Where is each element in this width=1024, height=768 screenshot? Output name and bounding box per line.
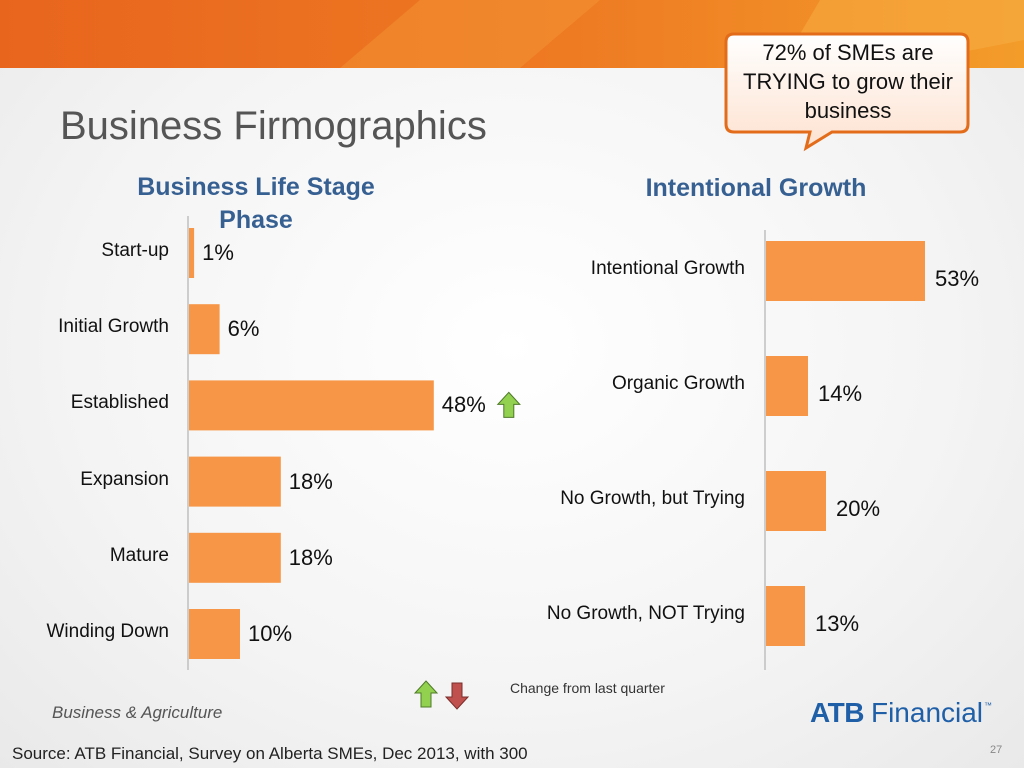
growth-bar	[766, 471, 826, 531]
growth-category-label: No Growth, but Trying	[560, 488, 745, 509]
logo-bold: ATB	[810, 697, 864, 728]
life-stage-category-label: Winding Down	[46, 621, 170, 642]
life-stage-bar	[189, 456, 281, 507]
legend-label: Change from last quarter	[510, 680, 665, 696]
life-stage-value-label: 1%	[202, 240, 234, 265]
source-note: Source: ATB Financial, Survey on Alberta…	[12, 744, 528, 763]
callout-bubble	[724, 32, 970, 152]
life-stage-category-label: Expansion	[80, 468, 169, 490]
life-stage-value-label: 18%	[288, 544, 333, 570]
growth-value-label: 13%	[815, 611, 860, 636]
up-arrow-icon	[496, 391, 521, 418]
growth-bar	[766, 241, 925, 301]
chart-title-intentional-growth: Intentional Growth	[645, 174, 867, 202]
growth-value-label: 53%	[935, 266, 980, 291]
logo-text: Financial	[870, 697, 984, 728]
life-stage-category-label: Established	[70, 392, 169, 414]
life-stage-bar	[189, 228, 195, 278]
life-stage-value-label: 10%	[248, 621, 293, 646]
atb-financial-logo: ATB Financial ™	[810, 697, 992, 729]
up-arrow-icon	[414, 680, 439, 708]
footer-note: Business & Agriculture	[52, 703, 223, 722]
logo-tm: ™	[984, 701, 993, 710]
life-stage-category-label: Start-up	[101, 240, 169, 261]
life-stage-bar	[189, 304, 220, 355]
growth-category-label: Organic Growth	[611, 373, 745, 394]
growth-bar	[766, 586, 805, 646]
page-title: Business Firmographics	[60, 104, 487, 148]
life-stage-value-label: 48%	[441, 392, 486, 418]
life-stage-value-label: 6%	[227, 316, 260, 342]
growth-value-label: 20%	[836, 496, 881, 521]
growth-bar	[766, 356, 808, 416]
life-stage-bar	[189, 532, 281, 583]
life-stage-category-label: Initial Growth	[58, 316, 169, 338]
page-number: 27	[990, 744, 1003, 756]
life-stage-category-label: Mature	[109, 544, 169, 566]
callout-text: 72% of SMEs are TRYING to grow their bus…	[743, 40, 953, 123]
growth-category-label: No Growth, NOT Trying	[546, 603, 745, 624]
growth-category-label: Intentional Growth	[590, 258, 745, 279]
legend-arrows-icon	[414, 680, 470, 710]
down-arrow-icon	[444, 682, 470, 710]
life-stage-bar	[189, 380, 434, 431]
growth-value-label: 14%	[818, 381, 863, 406]
chart-title-life-stage: Business Life Stage Phase	[137, 173, 375, 234]
legend: Change from last quarter	[414, 680, 665, 710]
life-stage-value-label: 18%	[288, 468, 333, 494]
life-stage-bar	[189, 609, 240, 659]
